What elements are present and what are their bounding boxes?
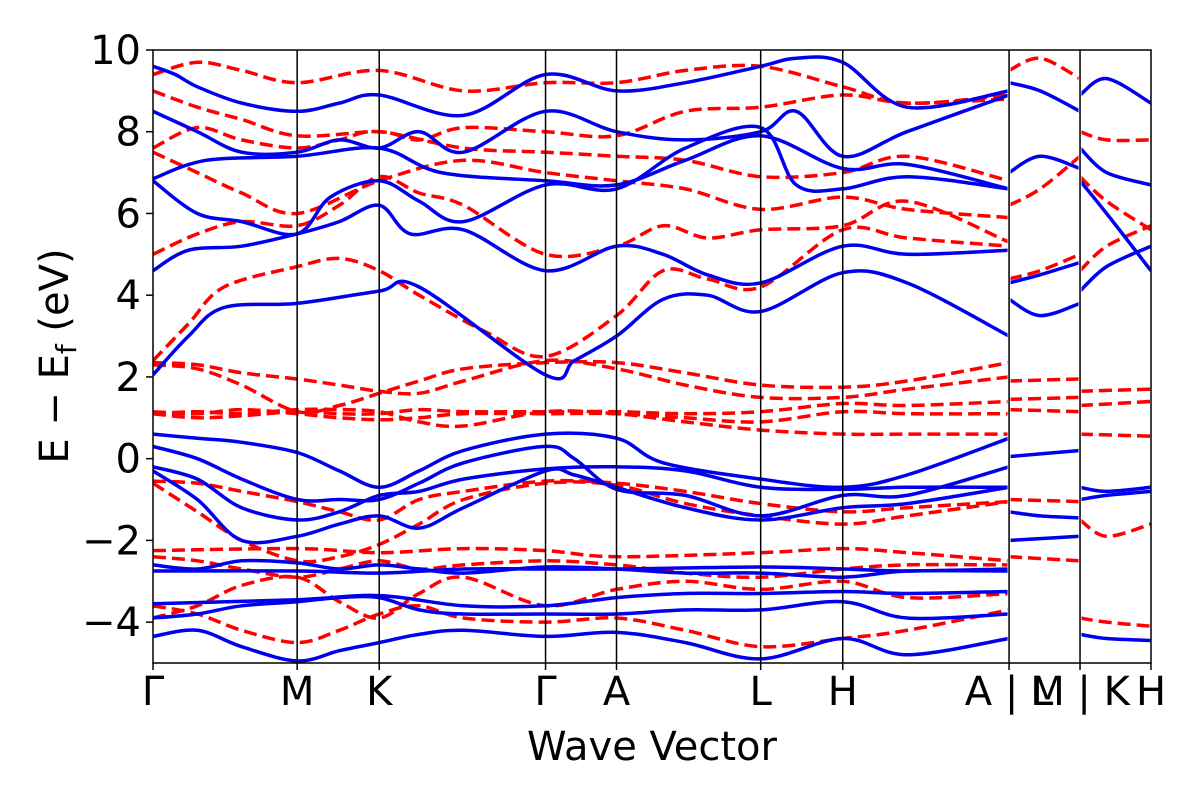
x-tick-label: Γ xyxy=(142,669,165,715)
band-up-K-H-5 xyxy=(1079,485,1151,494)
band-down-14 xyxy=(153,546,1010,563)
band-down-L-M-4 xyxy=(1009,497,1081,504)
y-axis-label-main: E − E xyxy=(32,354,78,464)
x-tick-label: H xyxy=(828,669,858,715)
band-up-L-M-4 xyxy=(1008,297,1081,318)
band-up-15 xyxy=(153,558,1010,579)
band-down-L-M-6 xyxy=(1008,252,1081,281)
band-down-9 xyxy=(153,399,1010,420)
band-down-L-M xyxy=(1009,377,1081,383)
band-up-L-M xyxy=(1008,448,1081,459)
band-down-K-H-3 xyxy=(1079,432,1151,438)
band-down-K-H-4 xyxy=(1078,224,1151,272)
band-up-11 xyxy=(153,565,1010,575)
band-up-1 xyxy=(153,269,1010,381)
y-tick-label: 4 xyxy=(116,273,141,319)
band-up-5 xyxy=(153,93,1010,159)
x-tick-label: Γ xyxy=(534,669,557,715)
band-up-L-M-6 xyxy=(1008,154,1081,175)
band-down-K-H-7 xyxy=(1078,518,1151,539)
band-up-L-M-3 xyxy=(1008,534,1081,543)
band-down-11 xyxy=(153,407,1010,437)
y-tick-label: 10 xyxy=(90,28,141,74)
band-down-L-M-5 xyxy=(1008,554,1081,563)
band-down-3 xyxy=(153,150,1010,220)
band-up-L-M-5 xyxy=(1008,260,1081,285)
band-up-7 xyxy=(153,431,1010,490)
band-down-K-H-5 xyxy=(1078,175,1151,232)
x-tick-label: A xyxy=(603,669,631,715)
band-down-L-M-7 xyxy=(1008,154,1082,207)
y-tick-label: 0 xyxy=(116,437,141,483)
band-down-12 xyxy=(153,478,1010,523)
band-up-L-M-2 xyxy=(1008,510,1081,520)
y-axis-label-unit: (eV) xyxy=(32,248,78,344)
band-down-7 xyxy=(153,359,1010,415)
band-up-6 xyxy=(153,55,1010,118)
band-up-K-H-4 xyxy=(1078,76,1151,105)
band-down-K-H xyxy=(1079,387,1151,393)
y-tick-label: −2 xyxy=(82,518,141,564)
x-tick-label: M xyxy=(280,669,315,715)
band-up-2 xyxy=(153,203,1010,287)
y-axis-label: E − Ef (eV) xyxy=(32,248,83,463)
high-symmetry-lines xyxy=(296,50,1082,663)
band-down-17 xyxy=(153,574,1010,620)
x-tick-label: M | K xyxy=(1030,669,1131,715)
y-tick-label: 6 xyxy=(116,191,141,237)
band-down-2 xyxy=(153,174,1010,259)
band-down-6 xyxy=(153,60,1010,106)
x-tick-label: A | L xyxy=(965,669,1054,715)
y-axis-label-subscript: f xyxy=(50,343,83,354)
x-tick-label: H xyxy=(1136,669,1166,715)
band-up-10 xyxy=(153,467,1010,545)
band-up-K-H-6 xyxy=(1079,489,1151,502)
band-up-L-M-7 xyxy=(1008,81,1081,113)
y-tick-label: 8 xyxy=(116,110,141,156)
band-down-8 xyxy=(153,358,1010,401)
x-tick-label: L xyxy=(750,669,773,715)
band-down-K-H-2 xyxy=(1079,399,1151,408)
band-up-K-H-2 xyxy=(1078,179,1151,272)
band-up-8 xyxy=(153,444,1010,518)
band-down-L-M-8 xyxy=(1008,56,1081,81)
band-lines xyxy=(153,55,1151,663)
y-tick-label: 2 xyxy=(116,355,141,401)
band-down-K-H-8 xyxy=(1079,616,1151,628)
band-up-13 xyxy=(153,594,1010,621)
x-axis-label: Wave Vector xyxy=(527,724,778,770)
band-up-9 xyxy=(153,464,1010,522)
band-down-L-M-2 xyxy=(1009,395,1081,402)
y-tick-label: −4 xyxy=(82,600,141,646)
y-axis-ticks: −4 −2 0 2 4 6 8 10 xyxy=(82,28,153,646)
band-up-K-H-7 xyxy=(1079,632,1151,643)
band-down-L-M-3 xyxy=(1009,407,1081,414)
plot-frame xyxy=(152,49,1152,664)
band-up-K-H-3 xyxy=(1078,146,1151,187)
band-down-K-H-6 xyxy=(1079,130,1151,143)
x-tick-label: K xyxy=(366,669,394,715)
band-down-1 xyxy=(153,225,1010,362)
band-up-K-H xyxy=(1078,244,1151,293)
band-up-14 xyxy=(153,628,1010,663)
